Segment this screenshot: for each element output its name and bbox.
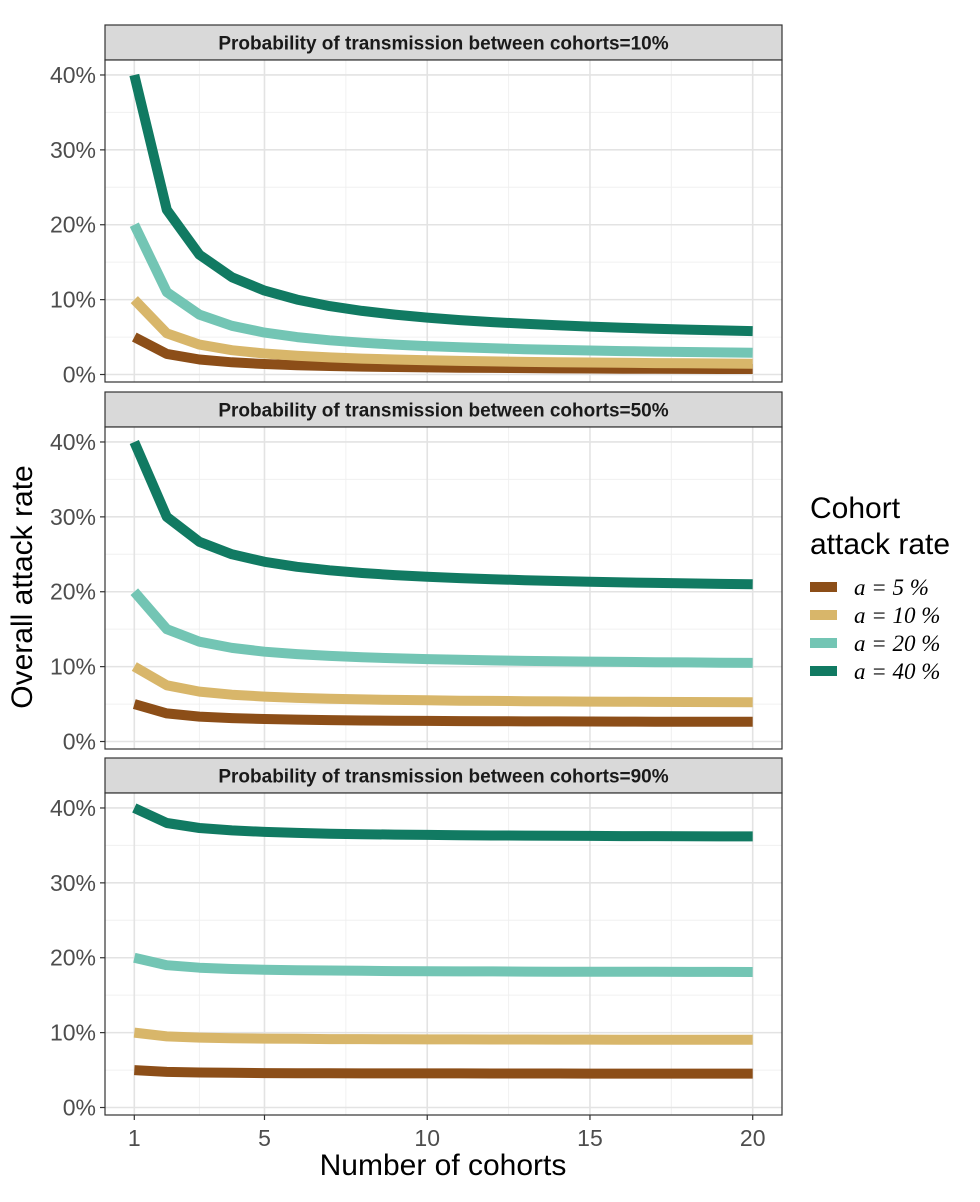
y-tick-label: 10% bbox=[50, 1020, 96, 1046]
y-tick-label: 0% bbox=[63, 362, 96, 388]
series-line-2 bbox=[133, 1027, 753, 1045]
y-tick-label: 30% bbox=[50, 870, 96, 896]
series-line-1 bbox=[134, 1065, 753, 1079]
legend-label-4: a = 40 % bbox=[854, 659, 940, 684]
y-tick-label: 20% bbox=[50, 212, 96, 238]
x-axis: 1 5 10 15 20 bbox=[128, 1115, 766, 1151]
y-tick-label: 10% bbox=[50, 287, 96, 313]
series-line-2 bbox=[130, 296, 753, 369]
facet-panel-3: Probability of transmission between coho… bbox=[50, 757, 783, 1121]
x-tick-label: 15 bbox=[577, 1125, 603, 1151]
facet-panel-2: Probability of transmission between coho… bbox=[50, 391, 783, 755]
facet-strip bbox=[104, 391, 783, 428]
x-tick-label: 1 bbox=[128, 1125, 141, 1151]
panels: Probability of transmission between coho… bbox=[50, 24, 783, 1121]
panel-border bbox=[104, 792, 783, 1116]
y-tick-label: 0% bbox=[63, 729, 96, 755]
x-tick-label: 5 bbox=[258, 1125, 271, 1151]
y-tick-label: 20% bbox=[50, 945, 96, 971]
legend-key-2 bbox=[810, 610, 837, 620]
legend-label-3: a = 20 % bbox=[854, 631, 940, 656]
series-line-1 bbox=[132, 332, 753, 374]
legend-key-4 bbox=[810, 666, 837, 676]
y-axis-title: Overall attack rate bbox=[6, 465, 39, 708]
legend-label-2: a = 10 % bbox=[854, 603, 940, 628]
facet-strip-title: Probability of transmission between coho… bbox=[218, 401, 668, 422]
facet-strip-title: Probability of transmission between coho… bbox=[218, 767, 668, 788]
legend-title: attack rate bbox=[810, 528, 950, 561]
x-tick-label: 20 bbox=[740, 1125, 766, 1151]
panel-border bbox=[104, 426, 783, 750]
series-line-1 bbox=[132, 699, 753, 727]
facet-strip bbox=[104, 24, 783, 61]
y-tick-label: 20% bbox=[50, 579, 96, 605]
series-line-3 bbox=[129, 222, 753, 358]
y-tick-label: 30% bbox=[50, 504, 96, 530]
y-tick-label: 40% bbox=[50, 62, 96, 88]
x-axis-title: Number of cohorts bbox=[320, 1149, 567, 1182]
legend-label-1: a = 5 % bbox=[854, 575, 929, 600]
series-line-4 bbox=[129, 440, 753, 590]
facet-strip-title: Probability of transmission between coho… bbox=[218, 34, 668, 55]
facet-panel-1: Probability of transmission between coho… bbox=[50, 24, 783, 388]
facet-strip bbox=[104, 757, 783, 794]
y-tick-label: 40% bbox=[50, 429, 96, 455]
y-tick-label: 10% bbox=[50, 654, 96, 680]
legend-key-3 bbox=[810, 638, 837, 648]
y-tick-label: 40% bbox=[50, 795, 96, 821]
series-line-3 bbox=[130, 588, 753, 668]
panel-border bbox=[104, 59, 783, 383]
series-line-2 bbox=[131, 662, 753, 708]
series-line-4 bbox=[129, 73, 753, 337]
legend-key-1 bbox=[810, 582, 837, 592]
legend-title: Cohort bbox=[810, 492, 901, 525]
series-line-3 bbox=[133, 952, 753, 977]
series-line-4 bbox=[132, 803, 753, 842]
plot-background bbox=[105, 793, 782, 1115]
y-tick-label: 0% bbox=[63, 1095, 96, 1121]
x-tick-label: 10 bbox=[414, 1125, 440, 1151]
y-tick-label: 30% bbox=[50, 137, 96, 163]
